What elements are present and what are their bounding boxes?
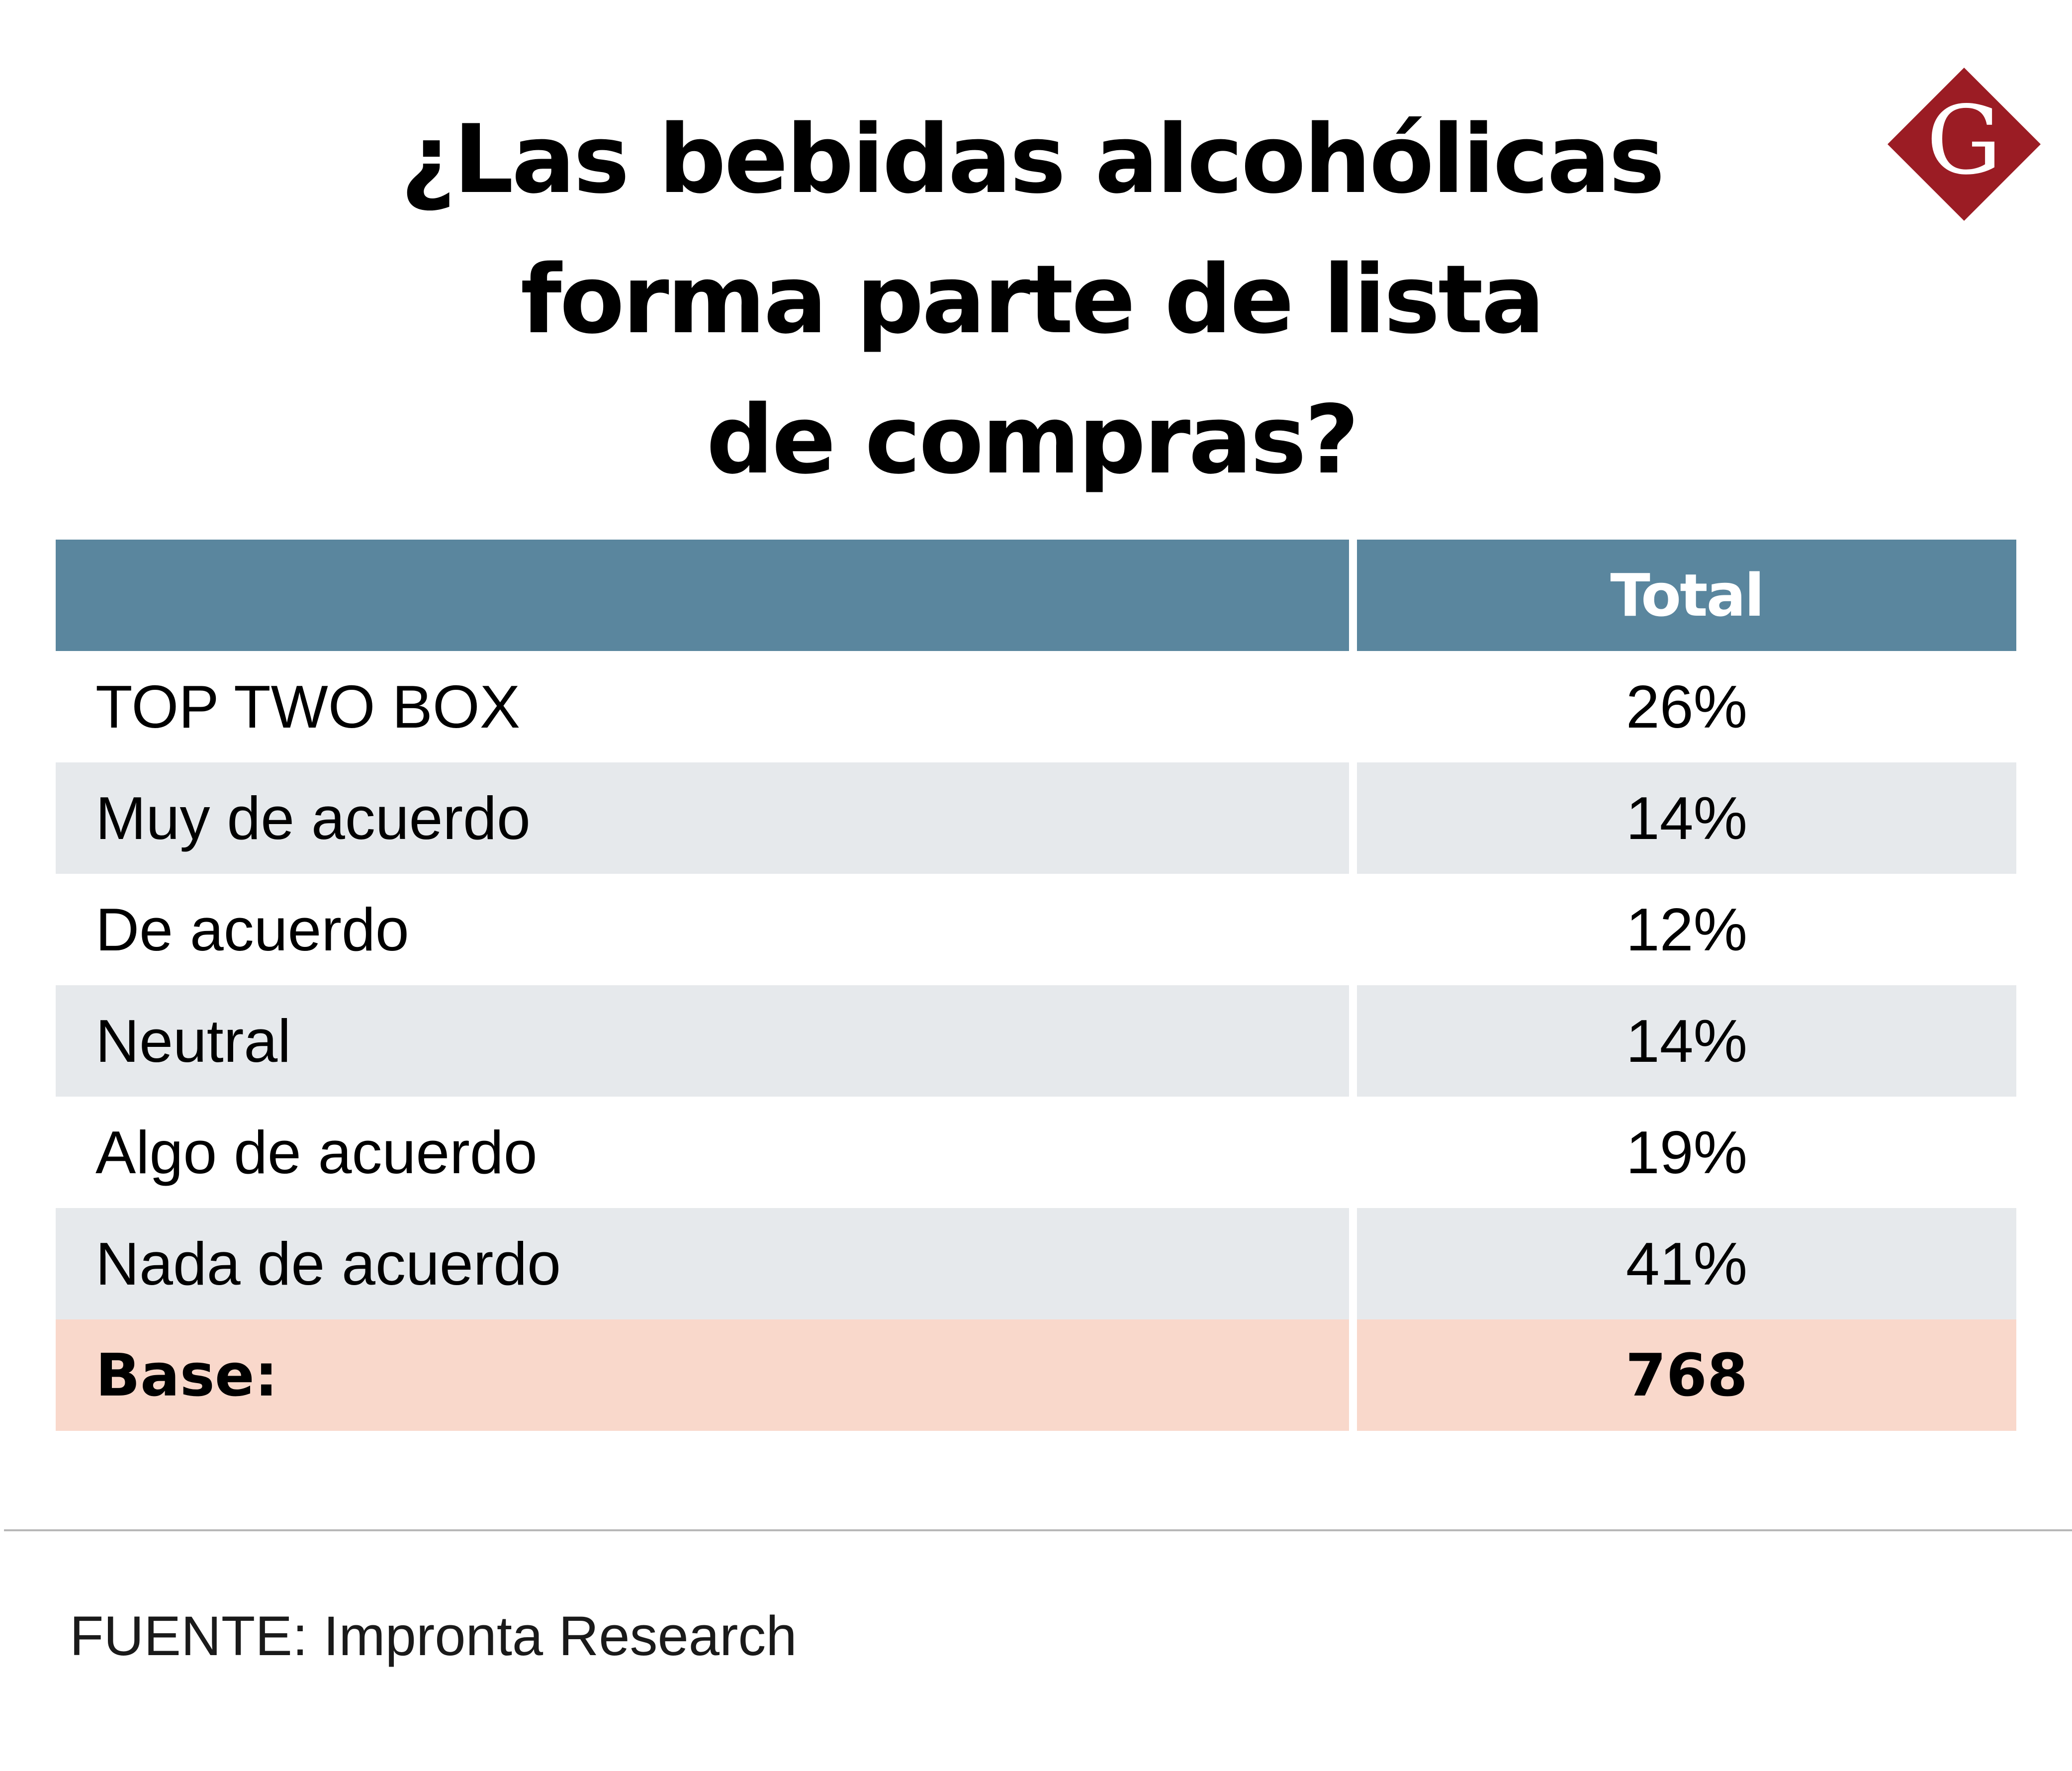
row-label: Nada de acuerdo xyxy=(95,1230,561,1298)
base-row: Base: 768 xyxy=(56,1319,2016,1431)
row-label-cell: Nada de acuerdo xyxy=(56,1208,1349,1319)
row-label: Neutral xyxy=(95,1007,291,1075)
row-value-cell: 19% xyxy=(1357,1097,2016,1208)
table-row: Algo de acuerdo 19% xyxy=(56,1097,2016,1208)
column-header-total: Total xyxy=(1610,561,1764,630)
row-label-cell: Muy de acuerdo xyxy=(56,762,1349,874)
data-table: Total TOP TWO BOX 26% Muy de acuerdo 14%… xyxy=(56,540,2016,1431)
row-value: 19% xyxy=(1625,1119,1748,1186)
row-value-cell: 14% xyxy=(1357,985,2016,1097)
row-value: 26% xyxy=(1625,673,1748,741)
row-value-cell: 12% xyxy=(1357,874,2016,985)
row-value: 41% xyxy=(1625,1230,1748,1298)
diamond-g-logo-icon: G xyxy=(1888,68,2041,221)
row-label: Algo de acuerdo xyxy=(95,1119,538,1186)
row-label: De acuerdo xyxy=(95,896,409,963)
table-row: Nada de acuerdo 41% xyxy=(56,1208,2016,1319)
row-value-cell: 14% xyxy=(1357,762,2016,874)
row-value: 14% xyxy=(1625,1007,1748,1075)
row-label: Muy de acuerdo xyxy=(95,784,531,852)
table-header-row: Total xyxy=(56,540,2016,651)
row-value: 14% xyxy=(1625,784,1748,852)
chart-title: ¿Las bebidas alcohólicas forma parte de … xyxy=(249,90,1815,510)
source-note: FUENTE: Impronta Research xyxy=(70,1605,797,1667)
logo-diamond-shape xyxy=(1888,68,2041,221)
title-line-3: de compras? xyxy=(706,385,1359,495)
row-label-cell: Algo de acuerdo xyxy=(56,1097,1349,1208)
row-value-cell: 26% xyxy=(1357,651,2016,762)
header-total-cell: Total xyxy=(1357,540,2016,651)
logo-letter: G xyxy=(1926,86,2002,195)
row-label-cell: De acuerdo xyxy=(56,874,1349,985)
table-row: Muy de acuerdo 14% xyxy=(56,762,2016,874)
row-label-cell: TOP TWO BOX xyxy=(56,651,1349,762)
row-value: 12% xyxy=(1625,896,1748,963)
footer-divider xyxy=(4,1529,2072,1531)
row-label-cell: Neutral xyxy=(56,985,1349,1097)
header-label-cell xyxy=(56,540,1349,651)
base-label-cell: Base: xyxy=(56,1319,1349,1431)
table-row: De acuerdo 12% xyxy=(56,874,2016,985)
row-value-cell: 41% xyxy=(1357,1208,2016,1319)
title-line-1: ¿Las bebidas alcohólicas xyxy=(400,104,1665,214)
base-value-cell: 768 xyxy=(1357,1319,2016,1431)
title-line-2: forma parte de lista xyxy=(520,245,1545,355)
table-row: TOP TWO BOX 26% xyxy=(56,651,2016,762)
base-label: Base: xyxy=(95,1341,278,1409)
table-row: Neutral 14% xyxy=(56,985,2016,1097)
base-value: 768 xyxy=(1625,1341,1748,1409)
row-label: TOP TWO BOX xyxy=(95,673,521,741)
